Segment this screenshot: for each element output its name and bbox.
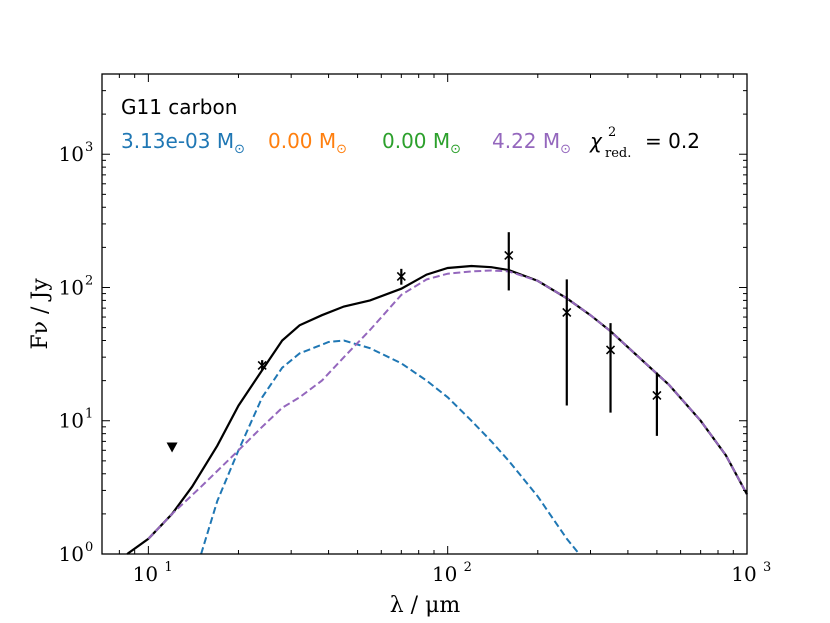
chi-subscript: red. xyxy=(605,146,631,161)
y-tick-exponent-1: 1 xyxy=(85,407,93,422)
mass-unit: M xyxy=(543,129,560,153)
series-line-0 xyxy=(126,264,748,555)
mass-annotation: 3.13e-03 M⊙ 0.00 M⊙ 0.00 M⊙ 4.22 M⊙ xyxy=(121,129,571,157)
mass-unit: M xyxy=(217,129,234,153)
chi-squared-annotation: χ 2 red. = 0.2 xyxy=(589,125,700,161)
x-tick-exponent-0: 1 xyxy=(164,560,172,575)
y-tick-label-2: 10 xyxy=(59,275,84,299)
sun-symbol: ⊙ xyxy=(560,142,571,157)
series-line-2 xyxy=(147,269,748,540)
data-point-4 xyxy=(605,345,616,355)
data-point-2 xyxy=(504,250,514,260)
annotation-title: G11 carbon xyxy=(121,95,237,119)
data-point-5 xyxy=(652,390,662,400)
y-tick-label-0: 10 xyxy=(59,542,84,566)
model-curves xyxy=(126,264,748,555)
x-tick-label-0: 10 xyxy=(133,562,158,586)
y-tick-exponent-2: 2 xyxy=(85,273,93,288)
x-tick-exponent-1: 2 xyxy=(464,560,472,575)
plot-frame xyxy=(101,73,748,555)
observations xyxy=(166,232,662,453)
mass-unit: M xyxy=(319,129,336,153)
chi-value: = 0.2 xyxy=(645,129,700,153)
y-tick-exponent-0: 0 xyxy=(85,540,93,555)
x-tick-label-2: 10 xyxy=(731,562,756,586)
chi-superscript: 2 xyxy=(608,125,616,140)
y-tick-label-1: 10 xyxy=(59,409,84,433)
y-tick-label-3: 10 xyxy=(59,142,84,166)
data-point-0 xyxy=(257,360,267,371)
mass-value-1: 0.00 M⊙ xyxy=(268,129,347,157)
y-tick-exponent-3: 3 xyxy=(85,140,93,155)
x-axis-label: λ / μm xyxy=(390,593,461,618)
sun-symbol: ⊙ xyxy=(336,142,347,157)
mass-unit: M xyxy=(433,129,450,153)
mass-value-2: 0.00 M⊙ xyxy=(382,129,461,157)
x-tick-exponent-2: 3 xyxy=(763,560,771,575)
sun-symbol: ⊙ xyxy=(234,142,245,157)
y-axis-label: Fν / Jy xyxy=(28,278,53,350)
mass-value-3: 4.22 M⊙ xyxy=(492,129,571,157)
upper-limit-0 xyxy=(166,442,178,453)
data-point-3 xyxy=(562,307,572,317)
mass-value-0: 3.13e-03 M⊙ xyxy=(121,129,245,157)
axis-ticks: 10 1 10 2 10 310 010 110 210 3 xyxy=(59,74,771,586)
chi-symbol: χ xyxy=(589,129,603,153)
x-tick-label-1: 10 xyxy=(432,562,457,586)
series-line-1 xyxy=(200,339,580,555)
sun-symbol: ⊙ xyxy=(450,142,461,157)
data-point-1 xyxy=(396,271,406,282)
